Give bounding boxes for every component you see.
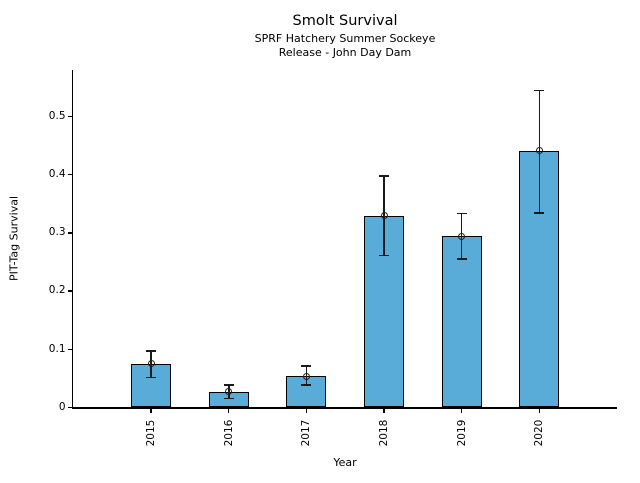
x-axis-spine <box>72 407 617 409</box>
mean-marker <box>535 147 543 155</box>
error-bar-cap-bottom <box>223 397 234 400</box>
x-tick <box>150 408 152 413</box>
x-axis-label: Year <box>333 456 357 469</box>
bar-2019 <box>441 236 482 408</box>
y-tick <box>68 290 73 292</box>
mean-marker <box>302 372 310 380</box>
y-tick <box>68 115 73 118</box>
mean-marker <box>458 232 466 240</box>
chart-subtitle-line1: SPRF Hatchery Summer Sockeye <box>254 32 436 45</box>
y-tick-label: 0.1 <box>48 342 66 355</box>
y-tick <box>68 406 73 408</box>
error-bar-cap-bottom <box>379 254 390 257</box>
chart-subtitle-line2: Release - John Day Dam <box>278 46 412 59</box>
error-bar-cap-top <box>456 212 467 215</box>
y-tick <box>68 174 73 176</box>
x-tick <box>538 408 540 413</box>
error-bar-cap-bottom <box>456 258 467 260</box>
error-bar-cap-bottom <box>534 212 545 214</box>
error-bar-cap-bottom <box>301 384 312 386</box>
error-bar-cap-top <box>146 350 157 352</box>
y-tick-label: 0.4 <box>48 168 66 181</box>
y-axis-spine <box>72 70 74 409</box>
x-tick <box>305 408 308 413</box>
y-tick-label: 0.5 <box>48 110 66 123</box>
mean-marker <box>147 360 155 368</box>
error-bar-cap-top <box>223 384 234 386</box>
y-tick-label: 0.3 <box>48 226 66 239</box>
x-tick <box>228 408 230 413</box>
error-bar-cap-bottom <box>146 376 157 379</box>
y-tick <box>68 348 73 350</box>
chart-title: Smolt Survival <box>292 13 398 29</box>
y-tick-label: 0 <box>58 400 66 413</box>
mean-marker <box>225 388 233 396</box>
y-tick <box>68 232 73 234</box>
error-bar-cap-top <box>379 175 390 177</box>
error-bar-cap-top <box>301 365 312 367</box>
x-tick <box>461 408 463 413</box>
x-tick <box>383 408 385 413</box>
y-axis-label: PIT-Tag Survival <box>7 196 21 282</box>
mean-marker <box>380 212 388 220</box>
error-bar-cap-top <box>534 89 545 92</box>
y-tick-label: 0.2 <box>48 284 66 297</box>
